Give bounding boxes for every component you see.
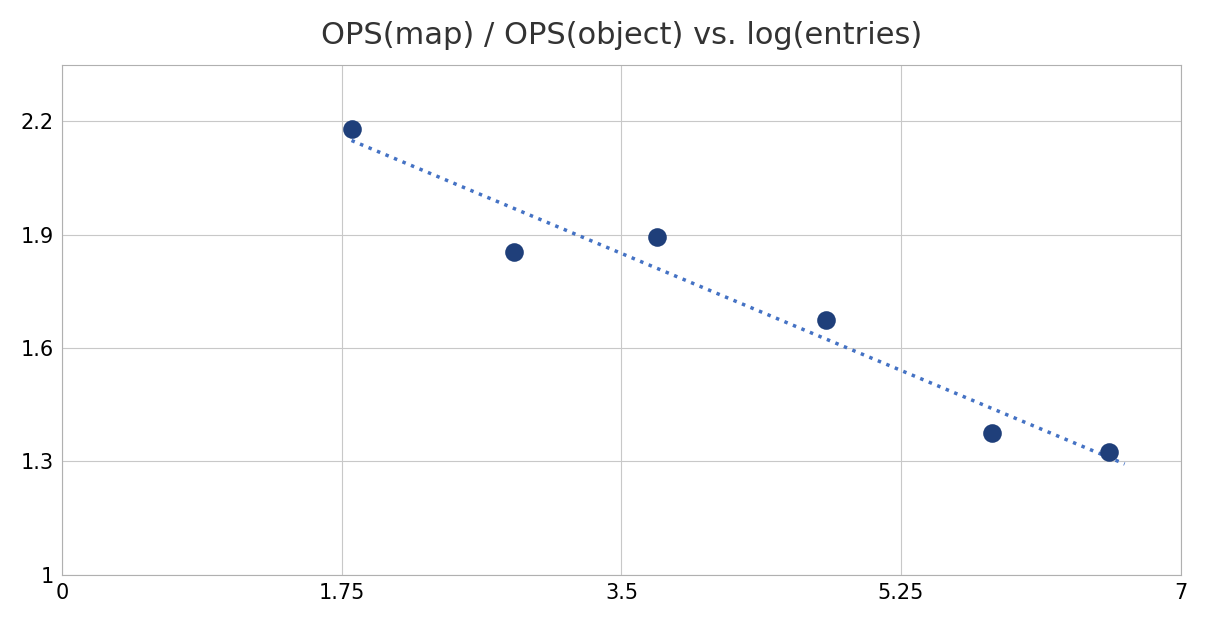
Title: OPS(map) / OPS(object) vs. log(entries): OPS(map) / OPS(object) vs. log(entries) xyxy=(321,21,922,50)
Point xyxy=(982,428,1001,438)
Point xyxy=(1099,447,1119,457)
Point xyxy=(505,246,524,256)
Point xyxy=(817,314,836,324)
Point xyxy=(342,124,361,134)
Point xyxy=(647,232,667,241)
